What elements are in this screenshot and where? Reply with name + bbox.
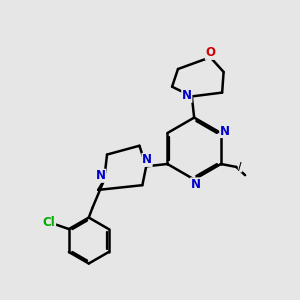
Text: N: N xyxy=(220,124,230,137)
Text: /: / xyxy=(238,162,242,172)
Text: N: N xyxy=(142,153,152,167)
Text: Cl: Cl xyxy=(43,216,56,229)
Text: O: O xyxy=(206,46,215,59)
Text: N: N xyxy=(96,169,106,182)
Text: N: N xyxy=(190,178,201,191)
Text: N: N xyxy=(182,89,192,102)
